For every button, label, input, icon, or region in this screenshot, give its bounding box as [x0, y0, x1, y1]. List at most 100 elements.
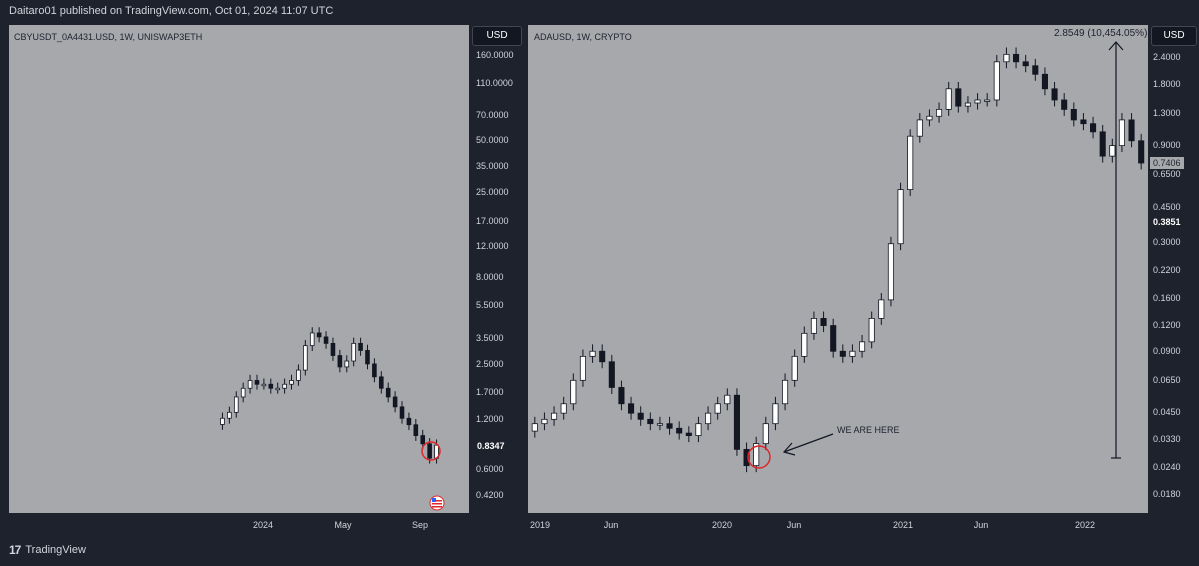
right-x-tick: 2019 [529, 520, 551, 530]
right-price-axis[interactable] [1148, 25, 1199, 513]
footer-brand: TradingView [25, 544, 86, 556]
right-candle-body [1032, 65, 1039, 75]
left-y-tick: 1.2000 [476, 414, 504, 424]
right-candle-body [724, 394, 731, 405]
right-y-tick: 0.0330 [1153, 434, 1181, 444]
left-y-tick: 17.0000 [476, 216, 509, 226]
left-y-tick: 8.0000 [476, 272, 504, 282]
left-currency-button[interactable]: USD [472, 26, 522, 46]
left-y-tick: 1.7000 [476, 387, 504, 397]
left-candle-body [399, 406, 405, 419]
right-y-tick: 1.3000 [1153, 108, 1181, 118]
left-y-tick: 70.0000 [476, 110, 509, 120]
we-are-here-annotation: WE ARE HERE [837, 425, 900, 435]
left-y-tick: 0.6000 [476, 464, 504, 474]
left-y-tick: 160.0000 [476, 50, 514, 60]
left-y-tick: 2.5000 [476, 359, 504, 369]
left-y-tick: 5.5000 [476, 300, 504, 310]
right-candle-body [570, 379, 577, 405]
right-candle-body [964, 102, 971, 107]
right-y-tick: 0.9000 [1153, 140, 1181, 150]
right-candles [531, 47, 1145, 473]
right-candle-body [1138, 140, 1145, 164]
right-candle-body [1099, 131, 1106, 157]
right-y-tick: 0.6500 [1153, 169, 1181, 179]
left-candle-body [413, 424, 419, 436]
left-red-circle [421, 441, 441, 461]
right-candle-body [599, 350, 606, 363]
right-candle-body [608, 361, 615, 388]
right-symbol-label: ADAUSD, 1W, CRYPTO [534, 32, 632, 42]
right-candle-body [820, 318, 827, 326]
right-y-tick: 1.8000 [1153, 79, 1181, 89]
left-candle-body [385, 387, 391, 398]
we-are-here-arrow [783, 433, 834, 453]
right-candle-body [676, 427, 683, 434]
left-candle-body [296, 369, 301, 381]
right-x-tick: Jun [603, 520, 619, 530]
right-candle-body [868, 318, 875, 343]
right-candle-body [916, 119, 923, 137]
right-candle-body [656, 423, 663, 426]
right-candle-body [753, 443, 760, 467]
right-y-tick: 0.1200 [1153, 320, 1181, 330]
us-flag-icon [429, 495, 445, 511]
left-candle-body [378, 376, 384, 389]
right-x-tick: 2022 [1074, 520, 1096, 530]
left-y-tick: 12.0000 [476, 241, 509, 251]
right-currency-button[interactable]: USD [1151, 26, 1197, 46]
right-y-tick: 0.0900 [1153, 346, 1181, 356]
right-candle-body [974, 99, 981, 104]
right-candle-body [1118, 119, 1125, 147]
right-candle-body [1128, 119, 1135, 142]
publish-header: Daitaro01 published on TradingView.com, … [9, 5, 334, 17]
left-candle-body [268, 383, 274, 389]
left-candle-body [392, 396, 398, 408]
right-candle-body [810, 318, 817, 334]
right-y-tick: 0.0450 [1153, 407, 1181, 417]
right-candle-body [791, 355, 798, 381]
right-y-tick: 0.2200 [1153, 265, 1181, 275]
left-time-axis[interactable] [9, 513, 524, 537]
left-candle-body [316, 332, 322, 338]
right-candle-body [1022, 61, 1029, 67]
left-x-tick: May [334, 520, 352, 530]
right-y-tick: 0.1600 [1153, 293, 1181, 303]
right-chart-pane[interactable] [528, 25, 1148, 513]
right-candle-body [541, 418, 548, 425]
right-candle-body [618, 387, 625, 405]
right-y-tick: 0.4500 [1153, 202, 1181, 212]
right-candle-body [878, 299, 885, 319]
left-candle-body [227, 411, 232, 419]
left-candle-body [427, 443, 432, 459]
right-candle-body [531, 423, 538, 432]
left-price-axis[interactable] [469, 25, 524, 513]
right-candle-body [1013, 53, 1020, 63]
right-candle-body [1061, 99, 1068, 110]
left-candle-body [233, 396, 239, 413]
right-candle-body [560, 403, 567, 414]
right-candle-body [849, 350, 856, 357]
left-y-tick: 35.0000 [476, 161, 509, 171]
left-chart-pane[interactable] [9, 25, 469, 513]
right-candle-body [782, 379, 789, 405]
left-candle-body [254, 380, 260, 385]
left-candle-body [358, 342, 363, 351]
right-candle-body [839, 350, 846, 357]
right-candle-body [984, 99, 991, 102]
left-candle-body [309, 332, 315, 347]
right-candle-body [830, 325, 837, 352]
left-candle-body [337, 355, 343, 368]
right-candle-body [887, 243, 894, 301]
left-candle-body [372, 363, 377, 378]
right-time-axis[interactable] [528, 513, 1199, 537]
right-candle-body [955, 88, 962, 107]
right-candle-body [945, 88, 952, 110]
left-y-tick: 0.4200 [476, 490, 504, 500]
measure-label: 2.8549 (10,454.05%) [1054, 28, 1148, 39]
right-candle-body [801, 332, 808, 357]
left-last-price-tag: 0.8347 [474, 440, 508, 452]
right-candle-body [1070, 108, 1077, 121]
right-x-tick: Jun [786, 520, 802, 530]
left-candle-body [240, 387, 246, 398]
